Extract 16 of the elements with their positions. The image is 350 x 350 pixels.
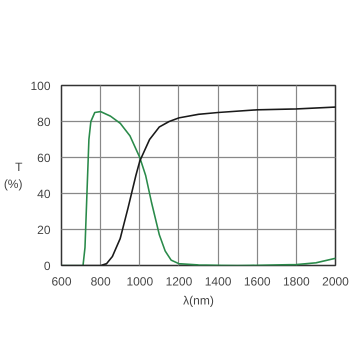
x-tick-label: 1400 xyxy=(204,274,232,288)
y-tick-label: 40 xyxy=(37,187,51,201)
x-tick-label: 1800 xyxy=(283,274,310,288)
x-tick-label: 800 xyxy=(90,274,111,288)
x-tick-label: 2000 xyxy=(322,274,350,288)
y-tick-label: 20 xyxy=(37,223,51,237)
y-axis-title: T (%) xyxy=(4,160,24,191)
y-tick-label: 0 xyxy=(44,259,51,273)
x-axis-title: λ(nm) xyxy=(183,294,214,308)
x-tick-label: 1600 xyxy=(244,274,271,288)
y-tick-label: 100 xyxy=(30,79,51,93)
y-tick-label: 80 xyxy=(37,115,51,129)
x-tick-label: 1200 xyxy=(166,274,193,288)
x-tick-label: 1000 xyxy=(126,274,154,288)
x-tick-label: 600 xyxy=(51,274,72,288)
y-tick-label: 60 xyxy=(37,151,51,165)
